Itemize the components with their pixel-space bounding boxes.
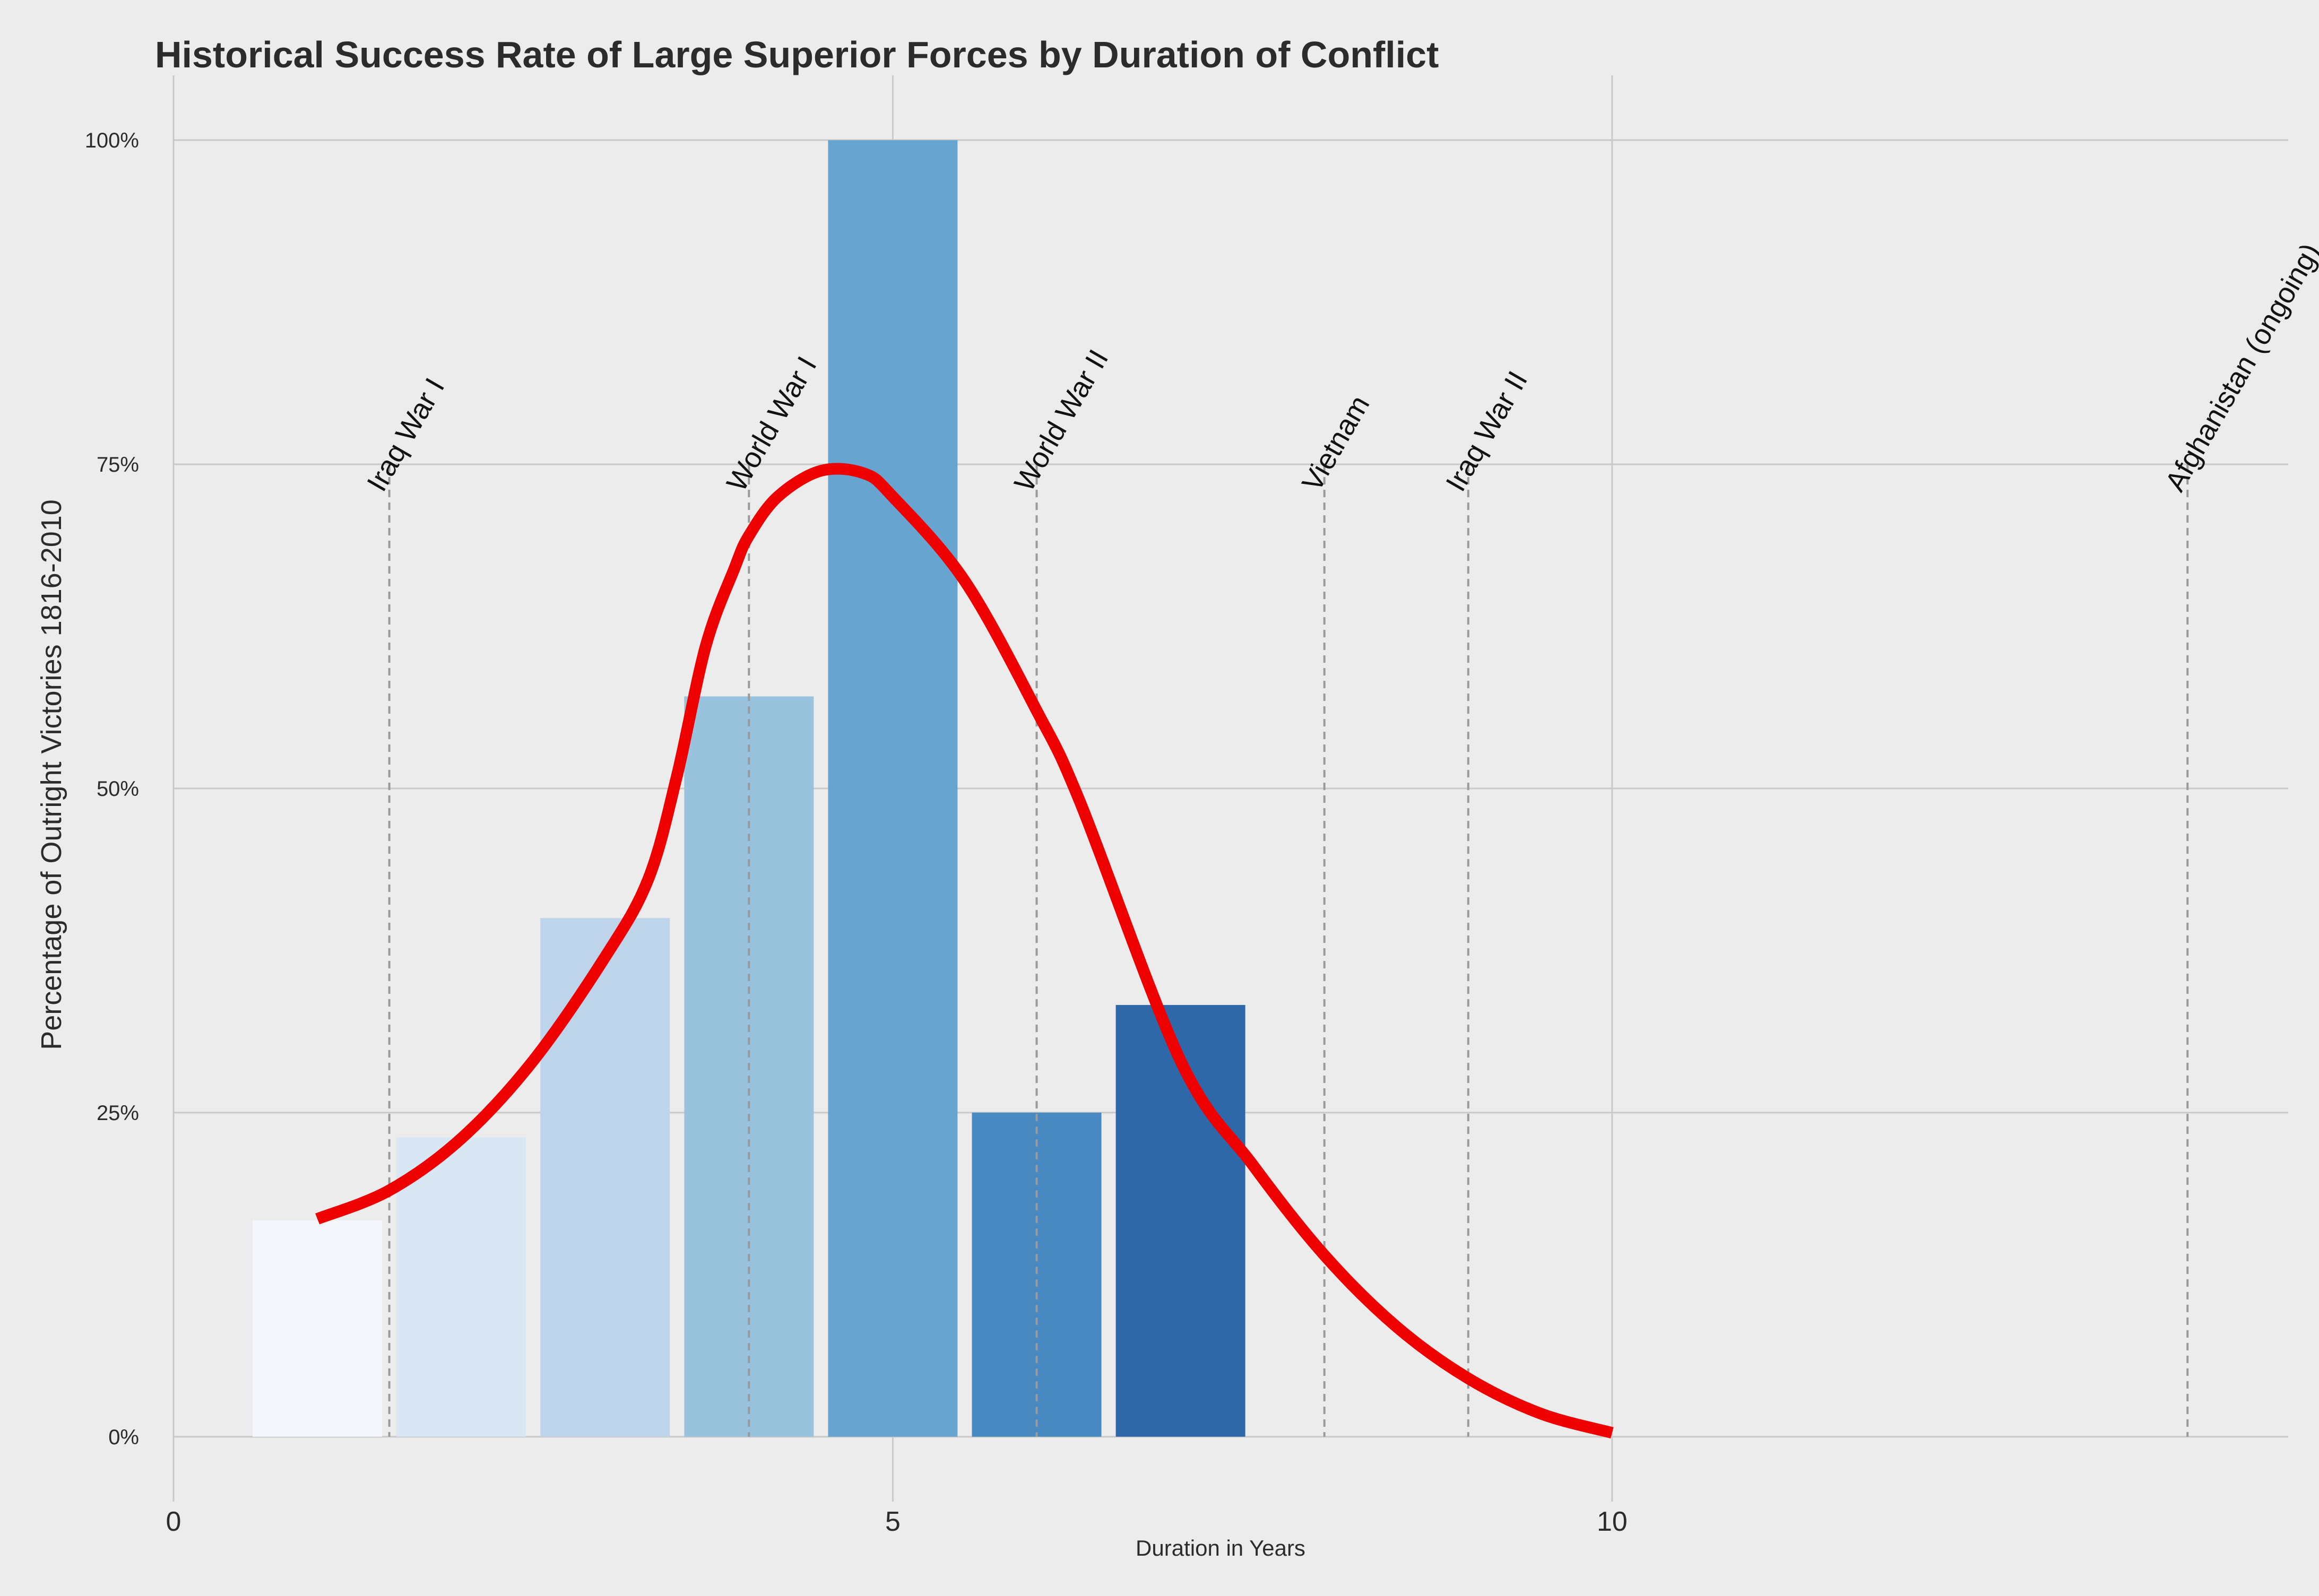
annotation-label: Iraq War I xyxy=(361,373,451,497)
fit-curve-line xyxy=(315,463,1614,1439)
annotation-label: Vietnam xyxy=(1296,390,1376,497)
chart-title: Historical Success Rate of Large Superio… xyxy=(155,34,1439,75)
annotation-label: World War II xyxy=(1008,344,1114,497)
y-tick-label: 25% xyxy=(97,1101,139,1125)
y-axis-label: Percentage of Outright Victories 1816-20… xyxy=(36,499,67,1050)
y-tick-label: 100% xyxy=(85,129,139,152)
bar xyxy=(253,1220,383,1437)
bar xyxy=(1115,1005,1245,1437)
y-tick-label: 0% xyxy=(108,1426,139,1449)
annotation-label: Afghanistan (ongoing) xyxy=(2159,238,2319,497)
x-tick-label: 5 xyxy=(885,1506,901,1537)
bar xyxy=(396,1137,526,1437)
x-axis-label: Duration in Years xyxy=(1136,1536,1305,1560)
x-tick-label: 10 xyxy=(1597,1506,1628,1537)
bar xyxy=(828,140,958,1437)
bar-layer xyxy=(253,140,1245,1437)
tick-layer: 0% 25% 50% 75% 100% 0 5 10 xyxy=(85,129,1628,1537)
y-tick-label: 75% xyxy=(97,453,139,476)
annotation-label: Iraq War II xyxy=(1440,366,1534,497)
bar xyxy=(540,918,670,1437)
y-tick-label: 50% xyxy=(97,777,139,801)
x-tick-label: 0 xyxy=(166,1506,181,1537)
curve-layer xyxy=(315,463,1614,1439)
